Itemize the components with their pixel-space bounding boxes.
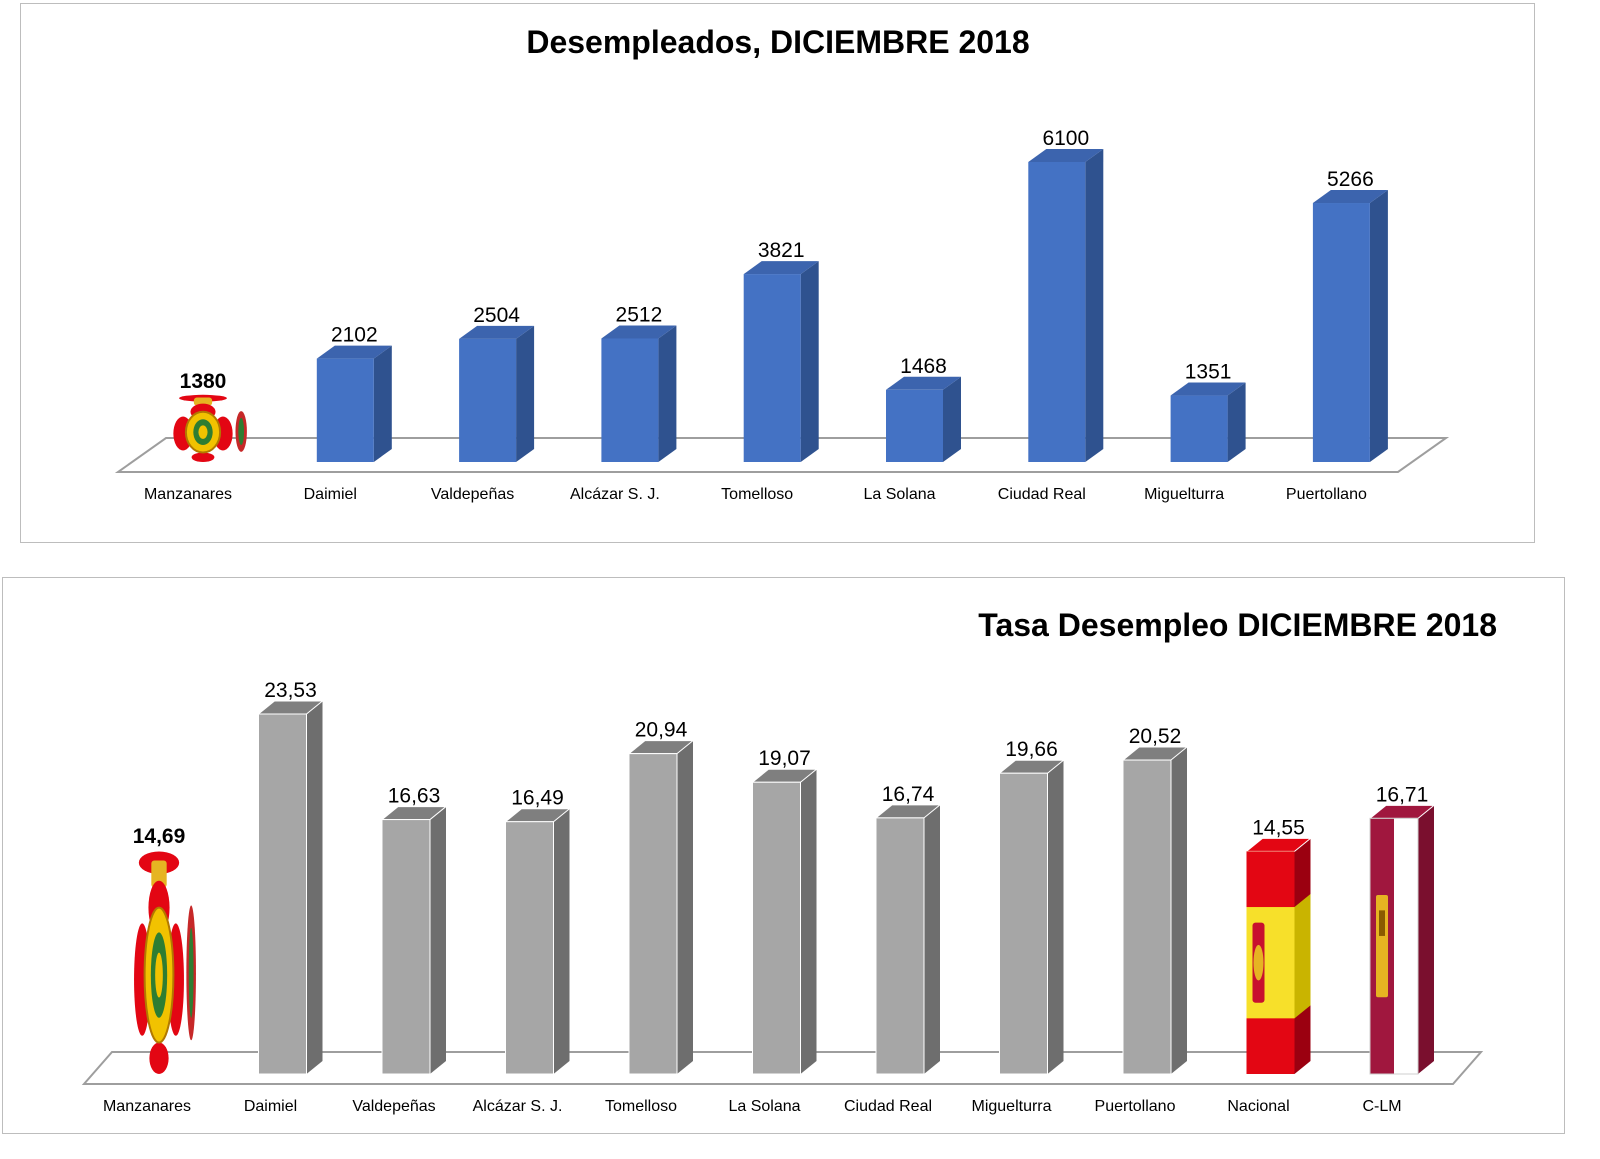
- category-label: Ciudad Real: [844, 1098, 932, 1115]
- chart-title: Desempleados, DICIEMBRE 2018: [526, 24, 1029, 60]
- bar-daimiel: [257, 700, 324, 1075]
- bar-miguelturra: [1170, 382, 1246, 462]
- data-label: 19,07: [758, 747, 811, 770]
- bar-alcazar-s-j: [504, 808, 571, 1075]
- data-label: 1380: [180, 370, 227, 393]
- bar-alcazar-s-j: [601, 325, 677, 462]
- data-label: 20,94: [635, 719, 688, 742]
- data-label: 6100: [1042, 127, 1089, 150]
- bar-valdepenas: [459, 325, 535, 462]
- chart-title: Tasa Desempleo DICIEMBRE 2018: [978, 607, 1497, 643]
- data-label: 16,63: [388, 785, 441, 808]
- category-label: Daimiel: [304, 486, 357, 503]
- data-label: 2512: [616, 303, 663, 326]
- bar-c-lm: [1368, 804, 1436, 1075]
- bar-puertollano: [1312, 190, 1388, 462]
- category-label: C-LM: [1362, 1098, 1401, 1115]
- bar-puertollano: [1121, 746, 1189, 1075]
- category-label: Tomelloso: [605, 1098, 677, 1115]
- data-label: 16,49: [511, 787, 564, 810]
- data-label: 14,55: [1252, 816, 1305, 839]
- category-label: La Solana: [863, 486, 935, 503]
- unemployment-rate-chart-panel: Tasa Desempleo DICIEMBRE 2018 14,69 Manza…: [2, 577, 1565, 1134]
- data-label: 14,69: [133, 825, 186, 848]
- data-label: 20,52: [1129, 725, 1182, 748]
- bar-la-solana: [886, 376, 961, 462]
- category-label: Nacional: [1227, 1098, 1289, 1115]
- category-label: Puertollano: [1095, 1098, 1176, 1115]
- unemployed-chart: Desempleados, DICIEMBRE 2018 1380 Manzana…: [114, 24, 1450, 503]
- bar-tomelloso: [743, 261, 819, 462]
- category-label: Miguelturra: [971, 1098, 1051, 1115]
- category-label: Manzanares: [103, 1098, 191, 1115]
- category-label: Alcázar S. J.: [570, 486, 660, 503]
- category-label: Alcázar S. J.: [473, 1098, 563, 1115]
- data-label: 16,71: [1376, 783, 1429, 806]
- data-label: 3821: [758, 239, 805, 262]
- data-label: 2102: [331, 324, 378, 347]
- castle-icon: [1376, 895, 1388, 998]
- bar-manzanares: [173, 394, 247, 462]
- category-label: La Solana: [728, 1098, 800, 1115]
- data-label: 19,66: [1005, 738, 1058, 761]
- bar-la-solana: [751, 768, 818, 1075]
- bar-daimiel: [316, 345, 392, 462]
- data-label: 5266: [1327, 168, 1374, 191]
- category-label: Daimiel: [244, 1098, 297, 1115]
- data-label: 1351: [1185, 361, 1232, 384]
- category-label: Valdepeñas: [431, 486, 514, 503]
- unemployed-chart-panel: Desempleados, DICIEMBRE 2018 1380 Manzana…: [20, 3, 1535, 543]
- bar-ciudad-real: [1028, 149, 1104, 462]
- data-label: 2504: [473, 304, 520, 327]
- bar-ciudad-real: [874, 804, 942, 1075]
- unemployment-rate-chart: Tasa Desempleo DICIEMBRE 2018 14,69 Manza…: [81, 607, 1497, 1115]
- bar-miguelturra: [998, 759, 1065, 1075]
- category-label: Ciudad Real: [998, 486, 1086, 503]
- bar-nacional: [1245, 837, 1312, 1074]
- spain-coat-of-arms-icon: [1252, 922, 1265, 1003]
- data-label: 23,53: [264, 679, 317, 702]
- coat-of-arms-icon: [134, 851, 196, 1074]
- category-label: Miguelturra: [1144, 486, 1224, 503]
- coat-of-arms-icon: [173, 394, 247, 462]
- category-label: Manzanares: [144, 486, 232, 503]
- category-label: Valdepeñas: [352, 1098, 435, 1115]
- bar-valdepenas: [380, 806, 448, 1075]
- bar-tomelloso: [627, 740, 695, 1075]
- category-label: Tomelloso: [721, 486, 793, 503]
- data-label: 16,74: [882, 783, 935, 806]
- bar-manzanares: [134, 851, 196, 1074]
- category-label: Puertollano: [1286, 486, 1367, 503]
- data-label: 1468: [900, 355, 947, 378]
